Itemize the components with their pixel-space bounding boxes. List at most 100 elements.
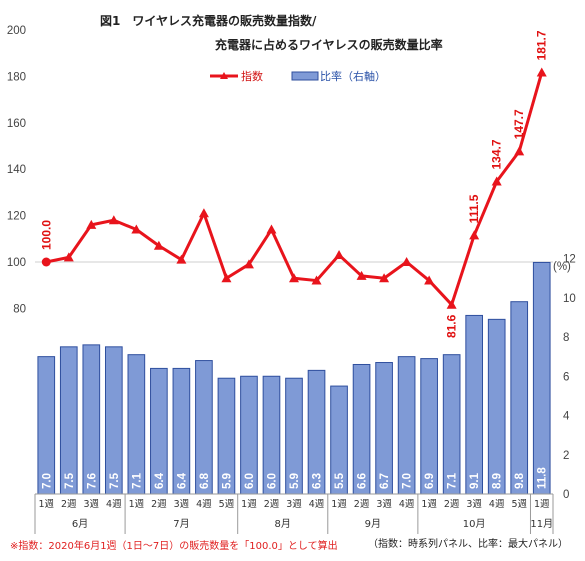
line-marker [198,208,209,218]
bar-value-label: 11.8 [537,467,549,489]
left-axis-tick: 80 [13,303,26,315]
x-axis: 1週 2週 3週 4週 1週 2週 3週 4週 5週 1週 2週 3週 4週 1週 2週 3週 4週 1週 2週 3週… [34,494,554,534]
x-axis-category: 4週 [399,498,415,510]
line-value-label: 147.7 [512,109,526,139]
chart-title-line-2: 充電器に占めるワイヤレスの販売数量比率 [215,37,443,52]
right-axis-tick: 6 [563,371,569,383]
line-marker [266,224,277,234]
left-axis-tick: 140 [7,164,26,176]
x-axis-category: 4週 [196,498,212,510]
bar-value-label: 6.6 [357,473,369,489]
bar-series [35,261,553,495]
bar [104,346,123,495]
legend-bar-label: 比率（右軸） [320,69,386,83]
x-axis-category: 4週 [106,498,122,510]
bar-value-label: 6.3 [312,473,324,489]
legend-line-marker [220,72,228,79]
x-axis-category: 5週 [219,498,235,510]
index-line [45,72,544,307]
x-axis-category: 3週 [84,498,100,510]
line-marker [41,257,51,267]
x-axis-category: 3週 [174,498,190,510]
x-axis-category: 1週 [534,498,550,510]
bar-labels: 7.0 7.5 7.6 7.5 7.1 6.4 6.4 6.8 5.9 6.0 6.0 5.9 6.3 5… [41,467,548,489]
x-axis-category: 4週 [489,498,505,510]
left-axis-tick: 180 [7,71,26,83]
x-axis-category: 2週 [444,498,460,510]
x-axis-category: 2週 [61,498,77,510]
line-marker [108,215,119,225]
line-marker [86,219,97,229]
line-marker [401,257,412,266]
line-value-label: 111.5 [467,194,481,223]
line-marker [131,224,142,234]
bar-value-label: 5.9 [289,473,301,489]
x-axis-category: 3週 [376,498,392,510]
bar-value-label: 6.4 [154,472,166,489]
x-axis-category: 3週 [466,498,482,510]
x-axis-category: 2週 [264,498,280,510]
line-marker [446,299,457,309]
line-marker [469,230,480,240]
line-value-label: 181.7 [535,30,549,60]
x-axis-month: 9月 [365,518,381,530]
line-marker [153,240,164,250]
x-axis-category: 1週 [241,498,257,510]
x-axis-category: 1週 [38,498,54,510]
line-marker [176,254,187,264]
x-axis-category: 1週 [331,498,347,510]
bar-value-label: 9.1 [469,472,481,489]
line-marker [536,67,547,77]
line-marker [311,275,322,285]
x-axis-category: 4週 [309,498,325,510]
line-marker [289,273,299,283]
line-marker [334,250,345,260]
bar-value-label: 7.0 [41,473,53,489]
x-axis-month: 6月 [72,518,88,530]
bar-value-label: 9.8 [514,472,526,489]
right-axis: 0 2 4 6 8 10 12(%) [553,254,576,501]
left-axis-tick: 200 [7,25,26,37]
bar-value-label: 6.8 [199,472,211,489]
bar-value-label: 6.0 [266,473,278,489]
x-axis-month: 7月 [173,518,189,530]
bar-value-label: 7.1 [447,472,459,489]
right-axis-tick: 4 [563,411,570,423]
right-axis-unit: (%) [553,261,571,273]
x-axis-month: 11月 [530,518,553,530]
bar-value-label: 6.7 [379,473,391,489]
x-axis-category: 1週 [421,498,437,510]
line-marker [379,273,390,283]
line-marker [491,176,502,186]
chart-title-group: 図1 ワイヤレス充電器の販売数量指数/ 充電器に占めるワイヤレスの販売数量比率 [100,13,443,52]
line-labels: 100.0 81.6 111.5 134.7 147.7 181.7 [39,30,548,338]
bar [465,314,484,495]
bar-value-label: 7.0 [402,473,414,489]
right-axis-tick: 12 [563,254,576,266]
line-value-label: 134.7 [490,139,504,169]
footnotes: ※指数：2020年6月1週（1日〜7日）の販売数量を「100.0」として算出 （… [10,537,568,552]
x-axis-month: 8月 [275,518,291,530]
right-axis-tick: 10 [563,293,576,305]
line-series [41,67,547,309]
bar-value-label: 6.0 [244,473,256,489]
x-axis-category: 3週 [286,498,302,510]
left-axis-tick: 100 [7,257,26,269]
line-marker [356,270,367,280]
legend: 指数 比率（右軸） [210,69,386,83]
left-axis: 80 100 120 140 160 180 200 [7,25,26,315]
chart-title-line-1: 図1 ワイヤレス充電器の販売数量指数/ [100,13,317,28]
line-marker [514,146,525,156]
bar-value-label: 6.4 [176,472,188,489]
legend-bar-swatch [291,71,319,81]
x-axis-category: 2週 [151,498,167,510]
line-marker [63,252,74,262]
left-axis-tick: 120 [7,211,26,223]
line-marker [221,273,232,283]
bar-value-label: 7.5 [109,472,121,489]
bar-value-label: 5.5 [334,472,346,489]
footnote-right: （指数：時系列パネル、比率：最大パネル） [368,537,568,550]
bar-value-label: 7.6 [86,473,98,489]
bar [59,346,78,495]
legend-line-label: 指数 [241,69,263,83]
